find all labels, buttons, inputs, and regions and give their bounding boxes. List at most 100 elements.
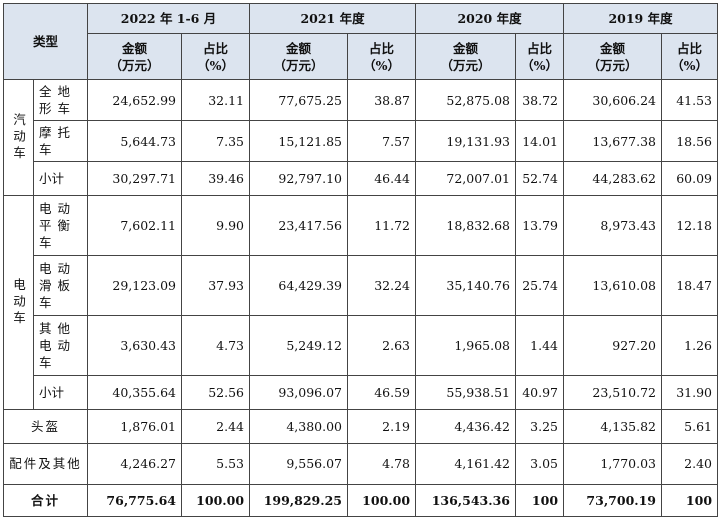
- period-header: 2019 年度: [563, 3, 719, 34]
- ratio-cell: 60.09: [661, 161, 719, 197]
- amount-cell: 93,096.07: [249, 374, 349, 410]
- ratio-cell: 4.73: [181, 314, 251, 376]
- ratio-cell: 9.90: [181, 195, 251, 257]
- header-row-periods: 类型 2022 年 1-6 月 2021 年度 2020 年度 2019 年度: [2, 3, 719, 80]
- amount-cell: 23,417.56: [249, 195, 349, 257]
- amount-cell: 5,644.73: [87, 120, 183, 163]
- ratio-cell: 2.63: [347, 314, 417, 376]
- amount-cell: 4,436.42: [415, 408, 517, 444]
- amount-cell: 64,429.39: [249, 255, 349, 316]
- amount-cell: 1,876.01: [87, 408, 183, 444]
- row-label: 电动平衡车: [32, 195, 89, 257]
- ratio-cell: 12.18: [661, 195, 719, 257]
- ratio-cell: 40.97: [515, 374, 565, 410]
- ratio-cell: 38.87: [347, 78, 417, 122]
- ratio-cell: 14.01: [515, 120, 565, 163]
- amount-cell: 76,775.64: [87, 483, 183, 518]
- amount-cell: 15,121.85: [249, 120, 349, 163]
- row-label: 配件及其他: [2, 442, 89, 485]
- amount-cell: 29,123.09: [87, 255, 183, 316]
- ratio-cell: 18.56: [661, 120, 719, 163]
- revenue-table: 类型 2022 年 1-6 月 2021 年度 2020 年度 2019 年度 …: [2, 3, 719, 518]
- amount-cell: 13,677.38: [563, 120, 663, 163]
- ratio-cell: 7.57: [347, 120, 417, 163]
- table-row: 其他电动车 3,630.43 4.73 5,249.12 2.63 1,965.08 1.…: [4, 314, 719, 376]
- type-header: 类型: [2, 3, 89, 80]
- amount-cell: 35,140.76: [415, 255, 517, 316]
- ratio-cell: 32.24: [347, 255, 417, 316]
- ratio-cell: 2.40: [661, 442, 719, 485]
- ratio-cell: 25.74: [515, 255, 565, 316]
- amount-cell: 927.20: [563, 314, 663, 376]
- amount-cell: 72,007.01: [415, 161, 517, 197]
- amount-cell: 5,249.12: [249, 314, 349, 376]
- ratio-cell: 100.00: [347, 483, 417, 518]
- row-label: 摩托车: [32, 120, 89, 163]
- table-row: 小计 30,297.71 39.46 92,797.10 46.44 72,007.01…: [4, 161, 719, 197]
- ratio-cell: 1.44: [515, 314, 565, 376]
- amount-cell: 13,610.08: [563, 255, 663, 316]
- ratio-cell: 39.46: [181, 161, 251, 197]
- group-label-motor: 汽动车: [3, 78, 34, 197]
- row-label: 小计: [32, 374, 89, 410]
- amount-cell: 4,246.27: [87, 442, 183, 485]
- ratio-cell: 2.19: [347, 408, 417, 444]
- ratio-cell: 4.78: [347, 442, 417, 485]
- amount-cell: 8,973.43: [563, 195, 663, 257]
- amount-cell: 30,606.24: [563, 78, 663, 122]
- amount-cell: 4,135.82: [563, 408, 663, 444]
- table-row: 汽动车 全地形车 24,652.99 32.11 77,675.25 38.87 52,…: [3, 78, 719, 197]
- ratio-header: 占比 （%）: [515, 33, 565, 80]
- ratio-cell: 52.74: [515, 161, 565, 197]
- header-row-measures: 金额 （万元） 占比 （%） 金额 （万元） 占比 （%） 金额 （万元） 占比 （%） 金…: [4, 33, 719, 80]
- amount-cell: 19,131.93: [415, 120, 517, 163]
- ratio-cell: 7.35: [181, 120, 251, 163]
- ratio-cell: 41.53: [661, 78, 719, 122]
- amount-header: 金额 （万元）: [415, 33, 517, 80]
- row-label: 头盔: [2, 408, 89, 444]
- amount-cell: 44,283.62: [563, 161, 663, 197]
- amount-cell: 4,380.00: [249, 408, 349, 444]
- group-label-electric: 电动车: [3, 195, 34, 410]
- amount-cell: 73,700.19: [563, 483, 663, 518]
- ratio-cell: 37.93: [181, 255, 251, 316]
- ratio-cell: 100: [515, 483, 565, 518]
- amount-cell: 24,652.99: [87, 78, 183, 122]
- amount-cell: 30,297.71: [87, 161, 183, 197]
- amount-cell: 1,965.08: [415, 314, 517, 376]
- row-label: 小计: [32, 161, 89, 197]
- ratio-header: 占比 （%）: [347, 33, 417, 80]
- ratio-header: 占比 （%）: [661, 33, 719, 80]
- ratio-cell: 1.26: [661, 314, 719, 376]
- period-header: 2021 年度: [249, 3, 417, 34]
- ratio-cell: 46.44: [347, 161, 417, 197]
- amount-cell: 52,875.08: [415, 78, 517, 122]
- ratio-cell: 31.90: [661, 374, 719, 410]
- period-header: 2022 年 1-6 月: [87, 3, 251, 34]
- amount-header: 金额 （万元）: [249, 33, 349, 80]
- table-row: 小计 40,355.64 52.56 93,096.07 46.59 55,938.51…: [4, 374, 719, 410]
- ratio-cell: 52.56: [181, 374, 251, 410]
- amount-cell: 199,829.25: [249, 483, 349, 518]
- ratio-cell: 5.61: [661, 408, 719, 444]
- amount-cell: 55,938.51: [415, 374, 517, 410]
- amount-cell: 23,510.72: [563, 374, 663, 410]
- ratio-cell: 32.11: [181, 78, 251, 122]
- amount-cell: 1,770.03: [563, 442, 663, 485]
- amount-cell: 4,161.42: [415, 442, 517, 485]
- period-header: 2020 年度: [415, 3, 565, 34]
- ratio-cell: 13.79: [515, 195, 565, 257]
- ratio-cell: 38.72: [515, 78, 565, 122]
- amount-cell: 3,630.43: [87, 314, 183, 376]
- amount-cell: 40,355.64: [87, 374, 183, 410]
- table-row: 头盔 1,876.01 2.44 4,380.00 2.19 4,436.42 3.25 4…: [2, 408, 719, 444]
- ratio-cell: 11.72: [347, 195, 417, 257]
- amount-cell: 92,797.10: [249, 161, 349, 197]
- amount-header: 金额 （万元）: [87, 33, 183, 80]
- ratio-cell: 5.53: [181, 442, 251, 485]
- ratio-cell: 18.47: [661, 255, 719, 316]
- ratio-cell: 46.59: [347, 374, 417, 410]
- ratio-cell: 100.00: [181, 483, 251, 518]
- ratio-header: 占比 （%）: [181, 33, 251, 80]
- ratio-cell: 100: [661, 483, 719, 518]
